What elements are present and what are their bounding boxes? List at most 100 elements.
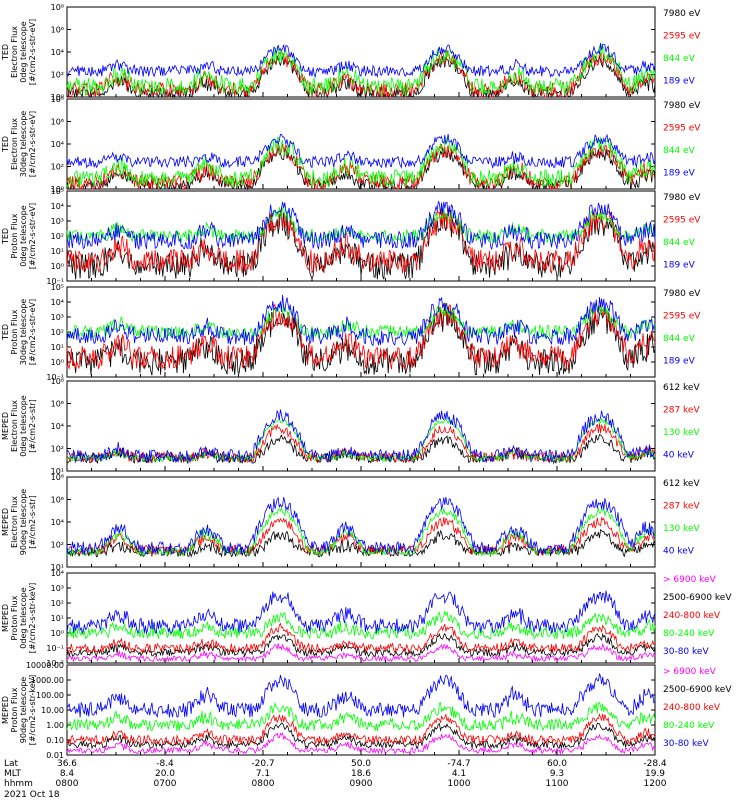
legend-entry: 2500-6900 keV [663,593,732,603]
y-tick-label: 10⁴ [51,569,64,578]
y-tick-label: 10¹ [51,467,64,476]
y-tick-label: 10⁴ [51,298,64,307]
tick-lat: -74.7 [447,759,470,769]
series-line [66,609,656,640]
y-tick-label: 10⁶ [51,26,64,35]
series-line [66,44,656,97]
panel-2: 10⁰ 10² 10⁴ 10⁶ 10⁸ TED Electron Flux 30deg tel… [1,95,701,194]
legend-entry: 287 keV [663,406,700,416]
date-label: 2021 Oct 18 [4,790,60,800]
tick-mlt: 8.4 [60,769,75,779]
y-tick-label: 0.01 [46,751,64,760]
y-tick-label: 10⁸ [51,473,64,482]
tick-lat: -28.4 [643,759,667,769]
legend-entry: 612 keV [663,479,700,489]
legend-entry: 844 eV [663,54,696,64]
y-tick-label: 10² [51,541,64,550]
tick-hhmm: 1000 [448,779,471,789]
series-line [66,423,656,464]
legend-entry: 189 eV [663,77,696,87]
y-axis-title-line: 0deg telescope [19,395,28,456]
y-tick-label: 10⁴ [51,48,64,57]
y-axis-title-line: 90deg telescope [19,489,28,556]
series-line [66,302,656,341]
y-tick-label: 10³ [51,217,64,226]
y-tick-label: 10⁻¹ [46,277,64,286]
time-axis-labels: Lat MLT hhmm 2021 Oct 18 [4,759,60,800]
y-tick-label: 10⁸ [51,95,64,104]
row-label-hhmm: hhmm [4,779,33,789]
panel-3: 10⁻¹ 10⁰ 10¹ 10² 10³ 10⁴ 10⁵ TED Proton Flux 0deg… [1,187,701,286]
legend-entry: > 6900 keV [663,667,717,677]
y-tick-label: 10² [51,445,64,454]
y-tick-label: 10⁴ [51,140,64,149]
y-tick-label: 10⁶ [51,496,64,505]
series-line [66,409,656,464]
legend-entry: 844 eV [663,334,696,344]
y-tick-label: 10² [51,71,64,80]
legend-entry: 189 eV [663,261,696,271]
legend-entry: 7980 eV [663,289,701,299]
y-tick-label: 10⁰ [51,358,64,367]
y-tick-label: 10⁻¹ [46,373,64,382]
legend-entry: 2595 eV [663,124,701,134]
y-tick-label: 100.00 [36,691,64,700]
tick-hhmm: 1200 [644,779,667,789]
y-tick-label: 10⁴ [51,518,64,527]
legend-entry: 612 keV [663,383,700,393]
legend-entry: > 6900 keV [663,575,717,585]
series-line [66,701,656,732]
y-axis-title-line: Electron Flux [10,26,19,78]
y-tick-label: 10¹ [51,563,64,572]
y-axis-title-line: TED [1,228,10,245]
y-axis-title-line: MEPED [1,696,10,724]
series-line [66,713,656,746]
legend-entry: 40 keV [663,451,695,461]
y-tick-label: 10¹ [51,343,64,352]
y-tick-label: 10⁰ [51,185,64,194]
series-line [66,506,656,557]
tick-hhmm: 0800 [56,779,79,789]
tick-lat: -8.4 [156,759,174,769]
y-tick-label: 10⁸ [51,377,64,386]
y-axis-title-line: [#/cm2-s-str-eV] [28,299,37,365]
y-tick-label: 10¹ [51,247,64,256]
legend-entry: 189 eV [663,357,696,367]
y-tick-label: 10⁴ [51,202,64,211]
panel-7: 10⁻² 10⁻¹ 10⁰ 10¹ 10² 10³ 10⁴ MEPED Proton Flux 0… [1,569,732,668]
panel-5: 10¹ 10² 10⁴ 10⁶ 10⁸ MEPED Electron Flux 0deg te… [1,377,700,476]
series-line [66,731,656,755]
panel-4: 10⁻¹ 10⁰ 10¹ 10² 10³ 10⁴ 10⁵ TED Proton Flux 30de… [1,283,701,382]
legend-entry: 40 keV [663,547,695,557]
y-tick-label: 10⁻² [46,659,64,668]
y-tick-label: 10⁴ [51,422,64,431]
legend-entry: 287 keV [663,502,700,512]
series-line [66,642,656,663]
legend-entry: 130 keV [663,428,700,438]
y-axis-title-line: [#/cm2-s-str-eV] [28,19,37,85]
series-line [66,590,656,635]
y-axis-title-line: [#/cm2-s-str-eV] [28,203,37,269]
series-line [66,207,656,275]
time-tick-labels: 36.68.40800-8.420.00700-20.77.1080050.01… [56,759,667,789]
tick-mlt: 7.1 [256,769,270,779]
y-axis-title-line: 30deg telescope [19,111,28,178]
y-axis-title-line: 0deg telescope [19,205,28,266]
tick-hhmm: 0800 [252,779,275,789]
tick-lat: 50.0 [351,759,371,769]
y-axis-title-line: 0deg telescope [19,587,28,648]
series-line [66,49,656,99]
y-axis-title-line: TED [1,136,10,153]
y-tick-label: 1.00 [46,721,64,730]
y-axis-title-line: Electron Flux [10,400,19,452]
tick-mlt: 20.0 [155,769,175,779]
series-line [66,136,656,188]
legend-entry: 2595 eV [663,216,701,226]
series-line [66,209,656,280]
series-line [66,42,656,79]
legend-entry: 7980 eV [663,9,701,19]
legend-entry: 240-800 keV [663,611,721,621]
y-axis-title-line: Proton Flux [10,213,19,258]
